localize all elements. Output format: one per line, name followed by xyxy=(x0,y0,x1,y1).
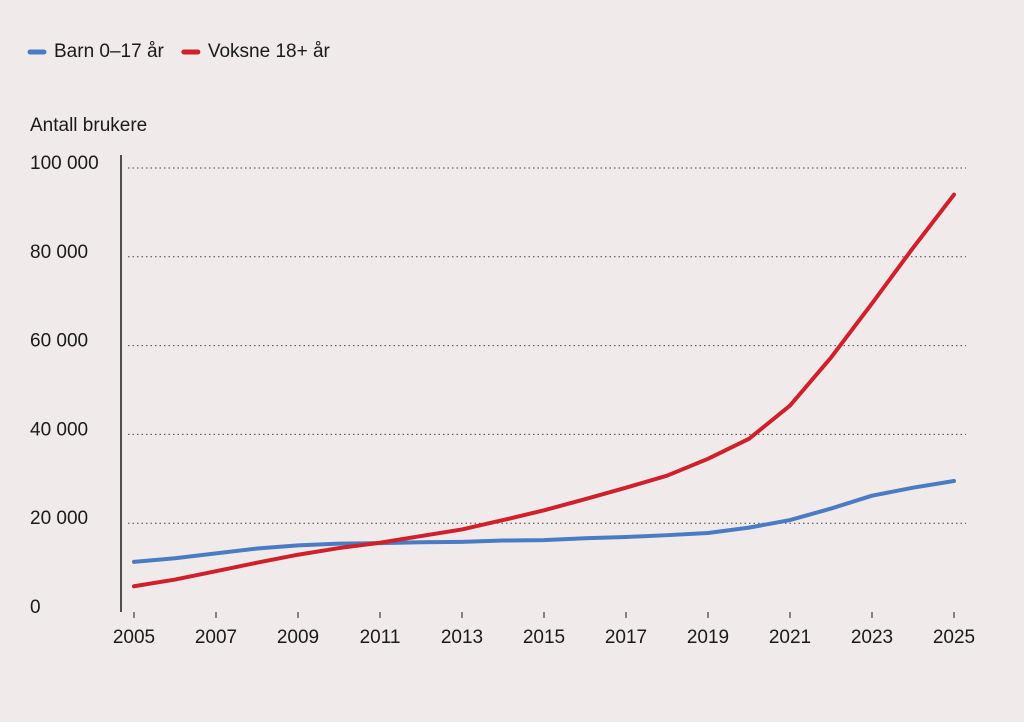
y-axis-label: Antall brukere xyxy=(30,115,147,136)
x-tick-label: 2023 xyxy=(851,627,893,648)
y-tick-label: 100 000 xyxy=(30,153,99,174)
x-tick-label: 2015 xyxy=(523,627,565,648)
y-tick-label: 80 000 xyxy=(30,242,88,263)
x-tick-label: 2007 xyxy=(195,627,237,648)
x-tick-label: 2005 xyxy=(113,627,155,648)
legend-label: Barn 0–17 år xyxy=(54,41,165,62)
x-tick-label: 2017 xyxy=(605,627,647,648)
x-tick-label: 2025 xyxy=(933,627,975,648)
x-tick-label: 2021 xyxy=(769,627,811,648)
series-line xyxy=(132,192,956,589)
x-tick-label: 2013 xyxy=(441,627,483,648)
series-line xyxy=(132,479,956,564)
x-tick-label: 2011 xyxy=(360,627,401,648)
y-tick-label: 40 000 xyxy=(30,419,88,440)
x-tick-label: 2019 xyxy=(687,627,729,648)
y-tick-label: 20 000 xyxy=(30,508,88,529)
x-tick-label: 2009 xyxy=(277,627,319,648)
y-tick-label: 0 xyxy=(30,597,41,618)
legend-label: Voksne 18+ år xyxy=(208,41,331,62)
y-tick-label: 60 000 xyxy=(30,331,88,352)
